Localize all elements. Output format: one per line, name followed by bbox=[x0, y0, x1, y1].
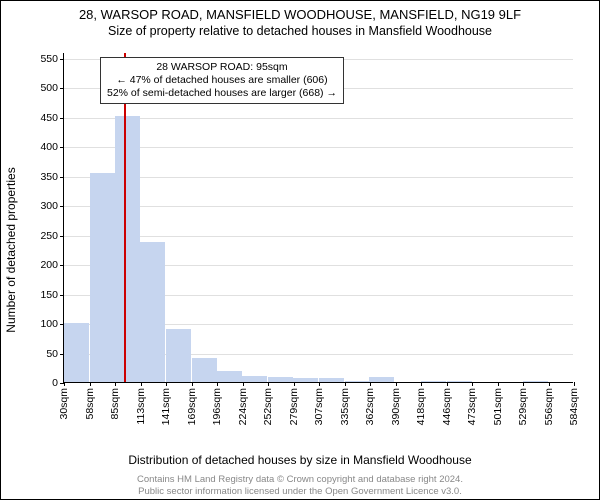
xtick-mark bbox=[319, 382, 320, 386]
xtick-label: 362sqm bbox=[364, 388, 376, 425]
xtick-mark bbox=[192, 382, 193, 386]
xtick-label: 501sqm bbox=[492, 388, 504, 425]
xtick-mark bbox=[472, 382, 473, 386]
xtick-mark bbox=[549, 382, 550, 386]
gridline bbox=[64, 236, 573, 237]
ytick-mark bbox=[60, 265, 64, 266]
xtick-label: 196sqm bbox=[211, 388, 223, 425]
bar bbox=[421, 381, 446, 382]
ytick-label: 100 bbox=[40, 318, 58, 330]
xtick-label: 556sqm bbox=[543, 388, 555, 425]
xtick-mark bbox=[115, 382, 116, 386]
xtick-mark bbox=[421, 382, 422, 386]
callout-line-2: ← 47% of detached houses are smaller (60… bbox=[107, 74, 337, 87]
xtick-mark bbox=[90, 382, 91, 386]
xtick-mark bbox=[447, 382, 448, 386]
bar bbox=[242, 376, 267, 382]
xtick-label: 335sqm bbox=[339, 388, 351, 425]
ytick-mark bbox=[60, 59, 64, 60]
bar bbox=[447, 381, 472, 382]
xtick-label: 307sqm bbox=[313, 388, 325, 425]
chart-container: 28, WARSOP ROAD, MANSFIELD WOODHOUSE, MA… bbox=[0, 0, 600, 500]
xtick-label: 224sqm bbox=[237, 388, 249, 425]
bar bbox=[369, 377, 394, 382]
xtick-label: 252sqm bbox=[262, 388, 274, 425]
ytick-label: 400 bbox=[40, 141, 58, 153]
xtick-label: 141sqm bbox=[160, 388, 172, 425]
xtick-label: 279sqm bbox=[288, 388, 300, 425]
xtick-label: 529sqm bbox=[517, 388, 529, 425]
x-axis-label: Distribution of detached houses by size … bbox=[1, 453, 599, 467]
bar bbox=[115, 116, 140, 382]
ytick-mark bbox=[60, 206, 64, 207]
xtick-label: 446sqm bbox=[441, 388, 453, 425]
ytick-label: 150 bbox=[40, 289, 58, 301]
bar bbox=[166, 329, 191, 382]
bar bbox=[319, 378, 344, 382]
gridline bbox=[64, 147, 573, 148]
bar bbox=[90, 173, 115, 382]
ytick-mark bbox=[60, 118, 64, 119]
ytick-label: 350 bbox=[40, 171, 58, 183]
xtick-mark bbox=[294, 382, 295, 386]
y-axis-label: Number of detached properties bbox=[4, 85, 18, 250]
xtick-mark bbox=[268, 382, 269, 386]
bar bbox=[345, 381, 370, 382]
ytick-mark bbox=[60, 177, 64, 178]
ytick-label: 550 bbox=[40, 53, 58, 65]
ytick-label: 500 bbox=[40, 82, 58, 94]
bar bbox=[293, 378, 318, 382]
callout-box: 28 WARSOP ROAD: 95sqm ← 47% of detached … bbox=[100, 57, 344, 104]
xtick-label: 473sqm bbox=[466, 388, 478, 425]
ytick-mark bbox=[60, 236, 64, 237]
chart-title: 28, WARSOP ROAD, MANSFIELD WOODHOUSE, MA… bbox=[1, 1, 599, 22]
footer-line-1: Contains HM Land Registry data © Crown c… bbox=[1, 474, 599, 485]
bar bbox=[523, 381, 548, 382]
bar bbox=[64, 323, 89, 382]
ytick-label: 250 bbox=[40, 230, 58, 242]
chart-subtitle: Size of property relative to detached ho… bbox=[1, 22, 599, 38]
footer-line-2: Public sector information licensed under… bbox=[1, 486, 599, 497]
gridline bbox=[64, 206, 573, 207]
bar bbox=[217, 371, 242, 382]
xtick-mark bbox=[243, 382, 244, 386]
xtick-label: 58sqm bbox=[84, 388, 96, 420]
xtick-label: 85sqm bbox=[109, 388, 121, 420]
xtick-label: 584sqm bbox=[568, 388, 580, 425]
xtick-mark bbox=[166, 382, 167, 386]
xtick-label: 113sqm bbox=[135, 388, 147, 425]
xtick-mark bbox=[498, 382, 499, 386]
ytick-mark bbox=[60, 295, 64, 296]
xtick-mark bbox=[396, 382, 397, 386]
plot-area: 05010015020025030035040045050055030sqm58… bbox=[63, 53, 573, 383]
ytick-label: 200 bbox=[40, 259, 58, 271]
bar bbox=[268, 377, 293, 382]
ytick-mark bbox=[60, 88, 64, 89]
ytick-label: 300 bbox=[40, 200, 58, 212]
xtick-label: 30sqm bbox=[58, 388, 70, 420]
gridline bbox=[64, 118, 573, 119]
footer-text: Contains HM Land Registry data © Crown c… bbox=[1, 474, 599, 497]
callout-line-1: 28 WARSOP ROAD: 95sqm bbox=[107, 61, 337, 74]
xtick-mark bbox=[370, 382, 371, 386]
xtick-label: 418sqm bbox=[415, 388, 427, 425]
xtick-label: 169sqm bbox=[186, 388, 198, 425]
bar bbox=[192, 358, 217, 382]
ytick-label: 50 bbox=[46, 348, 58, 360]
bar bbox=[140, 242, 165, 382]
xtick-mark bbox=[345, 382, 346, 386]
xtick-label: 390sqm bbox=[390, 388, 402, 425]
ytick-mark bbox=[60, 147, 64, 148]
ytick-label: 450 bbox=[40, 112, 58, 124]
xtick-mark bbox=[141, 382, 142, 386]
xtick-mark bbox=[217, 382, 218, 386]
xtick-mark bbox=[64, 382, 65, 386]
gridline bbox=[64, 177, 573, 178]
xtick-mark bbox=[523, 382, 524, 386]
callout-line-3: 52% of semi-detached houses are larger (… bbox=[107, 87, 337, 100]
xtick-mark bbox=[574, 382, 575, 386]
